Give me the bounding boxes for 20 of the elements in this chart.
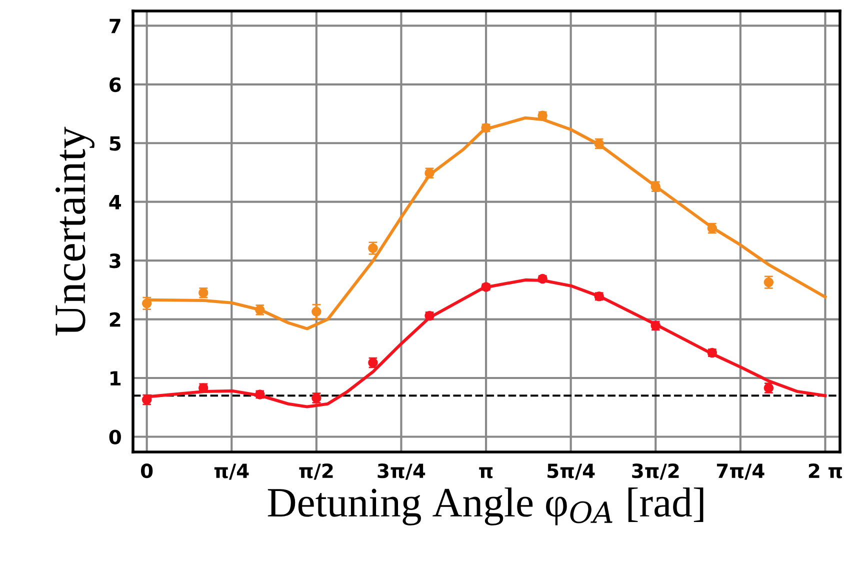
x-tick-label: 5π/4 <box>548 464 595 480</box>
y-tick-label: 6 <box>110 77 121 92</box>
y-axis-title: Uncertainty <box>55 126 94 336</box>
y-tick-label: 5 <box>110 136 121 151</box>
y-tick-label: 4 <box>109 195 121 210</box>
y-tick-label: 1 <box>110 371 121 386</box>
x-tick-label: 3π/2 <box>632 463 679 480</box>
point <box>312 306 322 317</box>
x-tick-label: 7π/4 <box>716 464 764 480</box>
x-axis-title: Detuning Angle φ$_{OA}$ [rad] <box>268 487 704 526</box>
x-tick-label: 2 π <box>808 463 842 478</box>
x-tick-label: 0 <box>140 463 153 478</box>
y-tick-label: 0 <box>109 430 121 444</box>
x-tick-label: 3π/4 <box>378 463 426 480</box>
x-tick-label: π <box>479 467 493 478</box>
y-tick-label: 7 <box>110 18 120 34</box>
y-tick-label: 2 <box>110 312 120 327</box>
x-tick-label: π/4 <box>214 464 249 480</box>
x-tick-label: π/2 <box>299 463 333 480</box>
y-tick-label: 3 <box>110 254 120 268</box>
